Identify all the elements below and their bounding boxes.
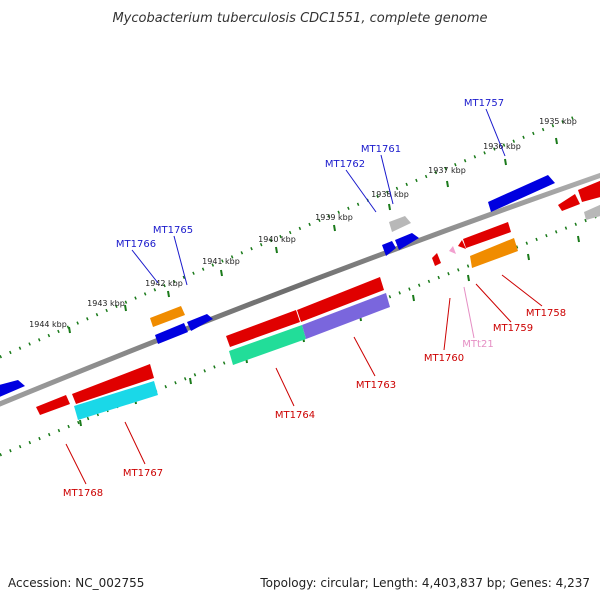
ruler-tick (79, 419, 82, 427)
gene-label[interactable]: MTt21 (462, 339, 493, 350)
feature-arrow[interactable] (584, 204, 600, 220)
feature-arrow[interactable] (297, 277, 384, 322)
ruler-tick (388, 203, 391, 211)
gene-label[interactable]: MT1763 (356, 380, 396, 391)
feature-arrow[interactable] (150, 306, 185, 327)
feature-arrow[interactable] (0, 380, 25, 398)
leader-line (463, 286, 475, 339)
gene-label[interactable]: MT1757 (464, 98, 504, 109)
ruler-label: 1937 kbp (428, 166, 466, 175)
forward-ruler-ticks (68, 137, 558, 334)
gene-label[interactable]: MT1759 (493, 323, 533, 334)
gene-label[interactable]: MT1761 (361, 144, 401, 155)
ruler-tick (275, 246, 278, 254)
feature-arrow[interactable] (389, 216, 411, 232)
ruler-tick (527, 253, 530, 261)
ruler-tick (555, 137, 558, 145)
feature-arrow[interactable] (458, 240, 466, 249)
ruler-tick (446, 180, 449, 188)
ruler-tick (467, 274, 470, 282)
forward-gene-labels: MT1766 MT1765 MT1762 MT1761 MT1757 (116, 98, 504, 250)
gene-label[interactable]: MT1765 (153, 225, 193, 236)
feature-arrow[interactable] (229, 325, 306, 365)
gene-label[interactable]: MT1760 (424, 353, 464, 364)
feature-arrow[interactable] (302, 293, 390, 339)
feature-arrow[interactable] (36, 395, 70, 415)
ruler-tick (333, 224, 336, 232)
map-title: Mycobacterium tuberculosis CDC1551, comp… (112, 11, 487, 26)
gene-label[interactable]: MT1767 (123, 468, 163, 479)
leader-line (131, 249, 159, 284)
ruler-label: 1940 kbp (258, 235, 296, 244)
leader-line (124, 421, 146, 465)
reverse-gene-labels: MT1768 MT1767 MT1764 MT1763 MT1760 MTt21… (63, 308, 566, 499)
ruler-tick (124, 304, 127, 312)
ruler-tick (167, 290, 170, 298)
ruler-label: 1944 kbp (29, 320, 67, 329)
feature-arrow[interactable] (463, 222, 511, 248)
leader-line (475, 283, 512, 323)
feature-arrow[interactable] (449, 246, 456, 254)
reverse-features (36, 180, 600, 420)
ruler-tick (189, 377, 192, 385)
leader-line (173, 235, 188, 286)
ruler-label: 1936 kbp (483, 142, 521, 151)
ruler-tick (577, 235, 580, 243)
leader-line (65, 443, 87, 485)
ruler-label: 1938 kbp (371, 190, 409, 199)
gene-label[interactable]: MT1758 (526, 308, 566, 319)
forward-features (0, 175, 555, 398)
feature-arrow[interactable] (382, 241, 396, 256)
leader-line (345, 169, 377, 213)
genome-summary-text: Topology: circular; Length: 4,403,837 bp… (259, 576, 590, 590)
gene-label[interactable]: MT1766 (116, 239, 156, 250)
leader-line (380, 154, 394, 205)
accession-text: Accession: NC_002755 (8, 576, 144, 590)
feature-arrow[interactable] (558, 194, 580, 211)
feature-arrow[interactable] (488, 175, 555, 212)
ruler-label: 1941 kbp (202, 257, 240, 266)
leader-line (485, 108, 506, 157)
ruler-label: 1943 kbp (87, 299, 125, 308)
ruler-tick (412, 294, 415, 302)
leader-line (501, 274, 543, 307)
feature-arrow[interactable] (432, 253, 441, 266)
ruler-label: 1935 kbp (539, 117, 577, 126)
ruler-tick (504, 158, 507, 166)
feature-arrow[interactable] (578, 180, 600, 202)
leader-line (275, 367, 295, 407)
feature-arrow[interactable] (470, 238, 518, 268)
gene-label[interactable]: MT1762 (325, 159, 365, 170)
label-leaders (65, 108, 543, 485)
feature-arrow[interactable] (395, 233, 419, 250)
feature-arrow[interactable] (74, 381, 158, 420)
ruler-labels: 1944 kbp 1943 kbp 1942 kbp 1941 kbp 1940… (29, 117, 577, 329)
ruler-tick (220, 269, 223, 277)
ruler-label: 1942 kbp (145, 279, 183, 288)
ruler-tick (68, 326, 71, 334)
feature-arrow[interactable] (72, 364, 154, 404)
gene-label[interactable]: MT1764 (275, 410, 315, 421)
leader-line (353, 336, 376, 377)
feature-arrow[interactable] (155, 323, 188, 344)
ruler-label: 1939 kbp (315, 213, 353, 222)
leader-line (443, 297, 451, 351)
feature-arrow[interactable] (226, 310, 300, 347)
feature-arrow[interactable] (187, 314, 213, 331)
sequence-backbone (0, 172, 600, 407)
gene-label[interactable]: MT1768 (63, 488, 103, 499)
